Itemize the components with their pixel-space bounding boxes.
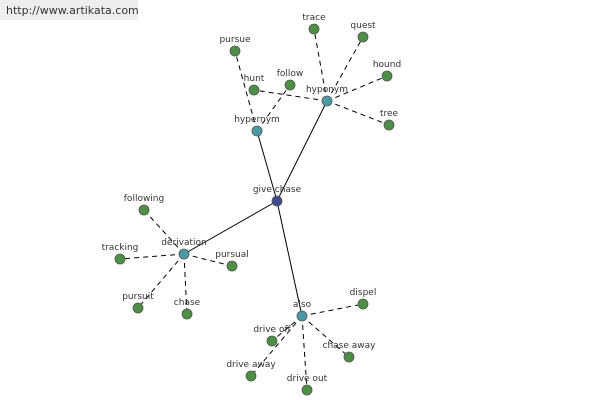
dashed-edge [301, 315, 350, 358]
leaf-node [357, 298, 369, 310]
dashed-edge [271, 315, 303, 342]
leaf-node [245, 370, 257, 382]
leaf-node-label: chase away [323, 341, 377, 351]
relation-node [296, 310, 308, 322]
leaf-node [114, 253, 126, 265]
leaf-node-label: hunt [244, 74, 265, 84]
leaf-node [383, 119, 395, 131]
dashed-edge [326, 100, 390, 126]
leaf-node [229, 45, 241, 57]
center-node [271, 195, 283, 207]
leaf-node-label: following [124, 194, 164, 204]
relation-node-label: hypernym [234, 115, 280, 125]
leaf-node-label: tree [380, 109, 399, 119]
dashed-edge [256, 84, 291, 132]
dashed-edge [137, 253, 185, 309]
leaf-node [284, 79, 296, 91]
leaf-node-label: drive off [253, 325, 291, 335]
edge [183, 200, 278, 255]
edge [276, 200, 303, 317]
leaf-node [308, 23, 320, 35]
relation-node [321, 95, 333, 107]
leaf-node [138, 204, 150, 216]
leaf-node-label: pursual [215, 250, 249, 260]
leaf-node-label: follow [277, 69, 304, 79]
leaf-node [343, 351, 355, 363]
relation-node-label: hyponym [306, 85, 348, 95]
leaf-node-label: dispel [350, 288, 377, 298]
leaf-node [357, 31, 369, 43]
site-url: http://www.artikata.com [0, 0, 139, 20]
leaf-node [181, 308, 193, 320]
relation-node-label: derivation [161, 238, 207, 248]
leaf-node-label: drive out [287, 374, 328, 384]
dashed-edge [313, 28, 328, 102]
leaf-node [266, 335, 278, 347]
relation-node [178, 248, 190, 260]
leaf-node-label: pursue [219, 35, 251, 45]
dashed-edge [250, 315, 303, 377]
dashed-edge [183, 253, 188, 315]
leaf-node-label: pursuit [122, 292, 154, 302]
leaf-node-label: tracking [102, 243, 139, 253]
relation-node [251, 125, 263, 137]
dashed-edge [326, 75, 388, 102]
dashed-edge [326, 36, 364, 102]
leaf-node [381, 70, 393, 82]
leaf-node [248, 84, 260, 96]
edge [276, 100, 328, 202]
leaf-node-label: hound [373, 60, 401, 70]
leaf-node [132, 302, 144, 314]
dashed-edge [143, 209, 185, 255]
dashed-edge [119, 253, 185, 260]
leaf-node [226, 260, 238, 272]
dashed-edge [234, 50, 258, 132]
leaf-node-label: drive away [226, 360, 276, 370]
dashed-edge [253, 89, 328, 102]
leaf-node-label: quest [350, 21, 376, 31]
dashed-edge [301, 303, 364, 317]
edge [256, 130, 278, 202]
relation-node-label: also [293, 300, 312, 310]
leaf-node-label: trace [302, 13, 326, 23]
leaf-node [301, 384, 313, 396]
center-node-label: give chase [253, 185, 302, 195]
dashed-edge [301, 315, 308, 391]
leaf-node-label: chase [174, 298, 201, 308]
